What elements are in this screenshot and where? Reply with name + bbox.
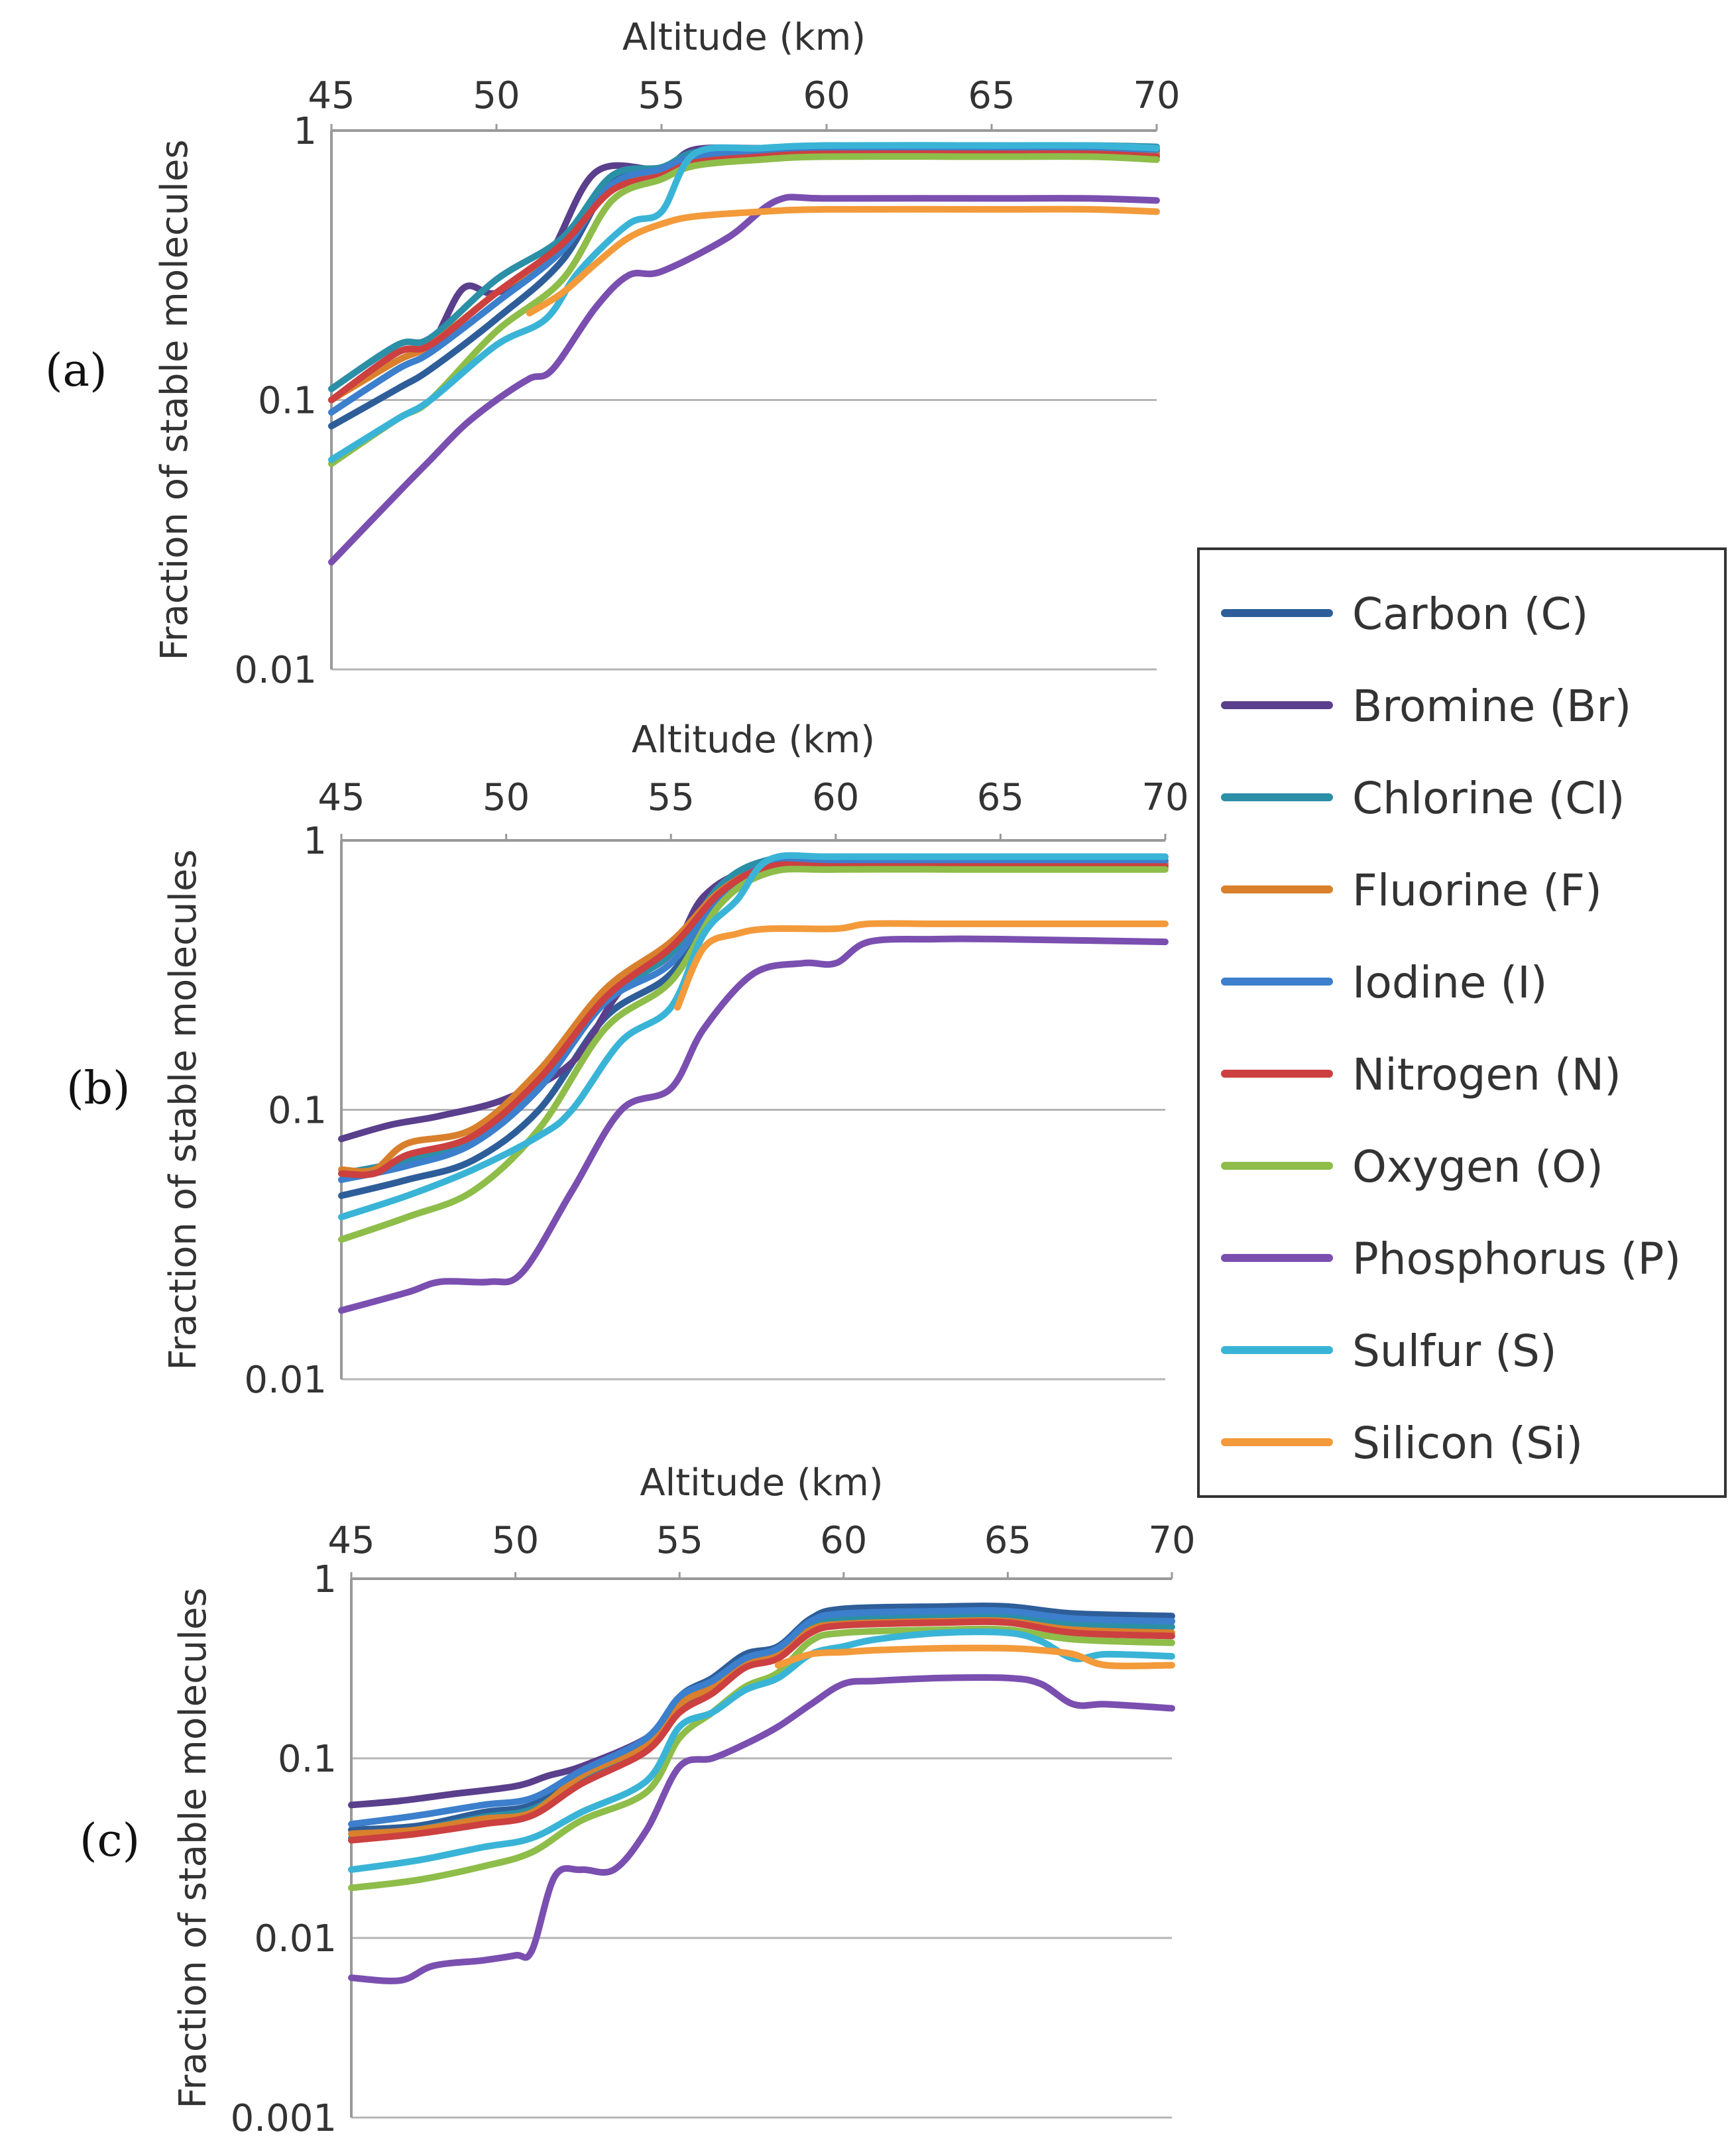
y-tick-label: 0.1 — [278, 1738, 337, 1781]
legend-item-sulfur-s: Sulfur (S) — [1221, 1326, 1557, 1377]
legend-item-iodine-i: Iodine (I) — [1221, 957, 1547, 1008]
series-line-oxygen-o — [328, 153, 1160, 467]
y-axis-title: Fraction of stable molecules — [162, 849, 205, 1370]
x-tick-label: 65 — [977, 776, 1024, 819]
x-tick-label: 50 — [483, 776, 530, 819]
y-tick-label: 0.1 — [268, 1090, 327, 1133]
legend-label: Fluorine (F) — [1352, 865, 1602, 916]
panel-c: 45 50 55 60 65 70 1 0.1 0.01 0.001 Altitude (km) Fr… — [80, 1461, 1196, 2140]
series-line-phosphorus-p — [328, 194, 1160, 566]
legend-label: Oxygen (O) — [1352, 1141, 1603, 1192]
x-tick-label: 55 — [648, 776, 695, 819]
series-line-carbon-c — [348, 1603, 1175, 1833]
x-tick-label: 45 — [318, 776, 365, 819]
legend-label: Silicon (Si) — [1352, 1418, 1583, 1469]
legend-item-nitrogen-n: Nitrogen (N) — [1221, 1049, 1621, 1100]
legend-item-phosphorus-p: Phosphorus (P) — [1221, 1233, 1681, 1284]
series-line-silicon-si — [526, 205, 1160, 317]
series-line-fluorine-f — [328, 147, 1160, 404]
legend-label: Sulfur (S) — [1352, 1326, 1557, 1377]
series-line-phosphorus-p — [338, 935, 1169, 1314]
panel-a: 45 50 55 60 65 70 1 0.1 0.01 Altitude (km) Fractio… — [45, 16, 1181, 692]
series-line-bromine-br — [348, 1608, 1175, 1809]
legend-item-fluorine-f: Fluorine (F) — [1221, 865, 1602, 916]
y-tick-label: 0.01 — [244, 1359, 327, 1402]
series-line-silicon-si — [774, 1644, 1175, 1670]
series-line-iodine-i — [348, 1607, 1175, 1828]
series-line-iodine-i — [338, 856, 1169, 1183]
y-axis-title: Fraction of stable molecules — [153, 139, 196, 660]
series-line-phosphorus-p — [348, 1674, 1175, 1984]
series-line-nitrogen-n — [348, 1618, 1175, 1844]
series-line-chlorine-cl — [338, 853, 1169, 1177]
panel-label: (b) — [66, 1062, 131, 1115]
x-tick-label: 55 — [656, 1519, 703, 1562]
legend-item-silicon-si: Silicon (Si) — [1221, 1418, 1583, 1469]
x-axis-title: Altitude (km) — [640, 1461, 883, 1504]
panel-label: (a) — [45, 345, 107, 397]
x-tick-label: 70 — [1133, 74, 1180, 117]
series-line-nitrogen-n — [328, 150, 1160, 404]
series-line-bromine-br — [338, 860, 1169, 1143]
legend-item-carbon-c: Carbon (C) — [1221, 589, 1588, 640]
legend-label: Phosphorus (P) — [1352, 1233, 1681, 1284]
legend-item-bromine-br: Bromine (Br) — [1221, 681, 1631, 732]
y-tick-label: 1 — [293, 110, 317, 153]
y-tick-label: 1 — [303, 820, 327, 863]
panel-label: (c) — [80, 1815, 140, 1867]
x-tick-label: 55 — [638, 74, 685, 117]
legend-label: Chlorine (Cl) — [1352, 773, 1625, 824]
y-tick-label: 1 — [313, 1558, 337, 1601]
legend-item-chlorine-cl: Chlorine (Cl) — [1221, 773, 1625, 824]
legend-item-oxygen-o: Oxygen (O) — [1221, 1141, 1603, 1192]
series-line-sulfur-s — [328, 142, 1160, 463]
series-line-nitrogen-n — [338, 861, 1169, 1178]
y-axis-title: Fraction of stable molecules — [172, 1587, 215, 2108]
x-tick-label: 70 — [1141, 776, 1188, 819]
x-axis-title: Altitude (km) — [632, 718, 875, 762]
y-tick-label: 0.01 — [254, 1917, 337, 1960]
series-line-bromine-br — [328, 144, 1160, 404]
x-tick-label: 70 — [1148, 1519, 1195, 1562]
x-tick-label: 65 — [984, 1519, 1031, 1562]
legend-label: Nitrogen (N) — [1352, 1049, 1621, 1100]
legend-label: Bromine (Br) — [1352, 681, 1631, 732]
x-tick-label: 65 — [968, 74, 1015, 117]
series-line-sulfur-s — [348, 1628, 1175, 1873]
x-tick-label: 50 — [492, 1519, 539, 1562]
panel-b: 45 50 55 60 65 70 1 0.1 0.01 Altitude (km) Fractio… — [66, 718, 1189, 1402]
y-tick-label: 0.01 — [234, 649, 317, 692]
x-tick-label: 60 — [820, 1519, 867, 1562]
legend: Carbon (C) Bromine (Br) Chlorine (Cl) Fluor… — [1197, 547, 1727, 1498]
legend-label: Iodine (I) — [1352, 957, 1547, 1008]
x-tick-label: 45 — [308, 74, 355, 117]
series-line-oxygen-o — [338, 866, 1169, 1243]
x-tick-label: 60 — [812, 776, 859, 819]
y-tick-label: 0.1 — [258, 380, 317, 423]
series-line-fluorine-f — [338, 860, 1169, 1175]
y-tick-label: 0.001 — [231, 2097, 337, 2140]
x-tick-label: 50 — [473, 74, 520, 117]
series-line-silicon-si — [674, 920, 1169, 1011]
series-line-carbon-c — [328, 147, 1160, 429]
legend-label: Carbon (C) — [1352, 589, 1588, 640]
x-axis-title: Altitude (km) — [622, 16, 866, 59]
x-tick-label: 45 — [327, 1519, 375, 1562]
x-tick-label: 60 — [803, 74, 850, 117]
